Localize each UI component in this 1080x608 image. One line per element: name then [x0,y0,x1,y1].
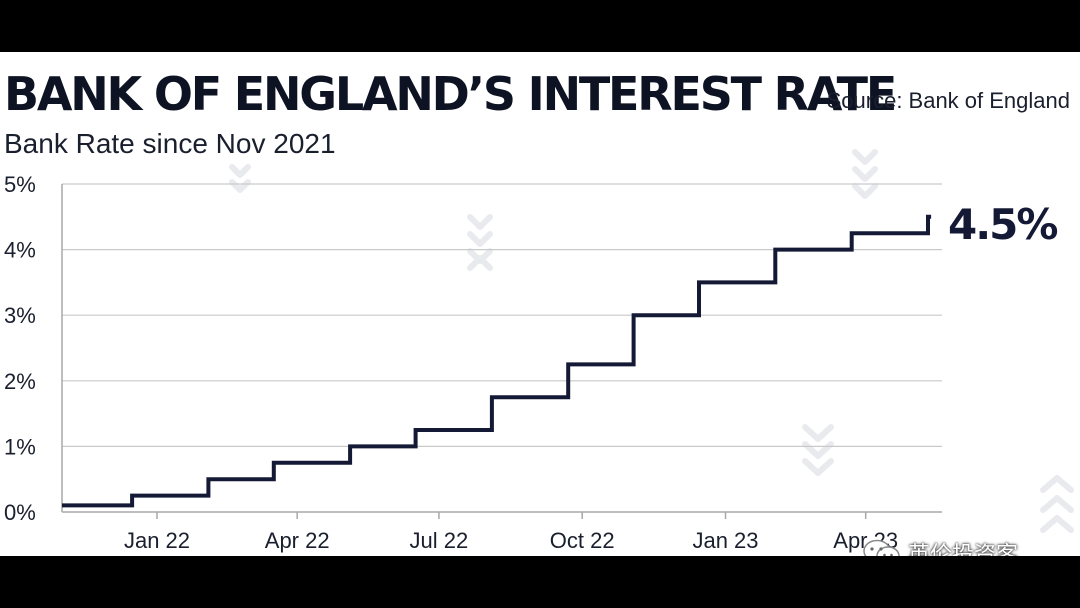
end-value-label: 4.5% [948,200,1057,249]
x-tick-label: Jan 23 [692,528,758,553]
y-tick-label: 5% [4,172,36,197]
chart-title: BANK OF ENGLAND’S INTEREST RATE [4,67,895,121]
y-tick-label: 0% [4,500,36,525]
x-tick-label: Jul 22 [410,528,469,553]
watermark: 英伦投资客 [862,538,1018,556]
chart-series [62,214,932,508]
y-tick-label: 2% [4,369,36,394]
wechat-icon [863,539,900,556]
chart-svg: BANK OF ENGLAND’S INTEREST RATE Bank Rat… [4,67,1074,553]
background-chevron-decor [229,149,1074,533]
y-tick-label: 1% [4,434,36,459]
x-tick-label: Oct 22 [550,528,615,553]
x-tick-label: Jan 22 [124,528,190,553]
chart-subtitle: Bank Rate since Nov 2021 [4,128,336,159]
chart-gridlines [61,183,942,513]
y-axis-ticks: 0% 1% 2% 3% 4% 5% [4,172,36,525]
y-tick-label: 4% [4,238,36,263]
chart-frame: BANK OF ENGLAND’S INTEREST RATE Bank Rat… [0,52,1080,556]
x-axis-ticks: Jan 22 Apr 22 Jul 22 Oct 22 Jan 23 Apr 23 [124,512,898,553]
x-tick-label: Apr 22 [265,528,330,553]
source-note: Source: Bank of England [827,88,1070,113]
watermark-text: 英伦投资客 [908,543,1019,556]
bank-rate-step-line [62,214,932,508]
y-tick-label: 3% [4,303,36,328]
